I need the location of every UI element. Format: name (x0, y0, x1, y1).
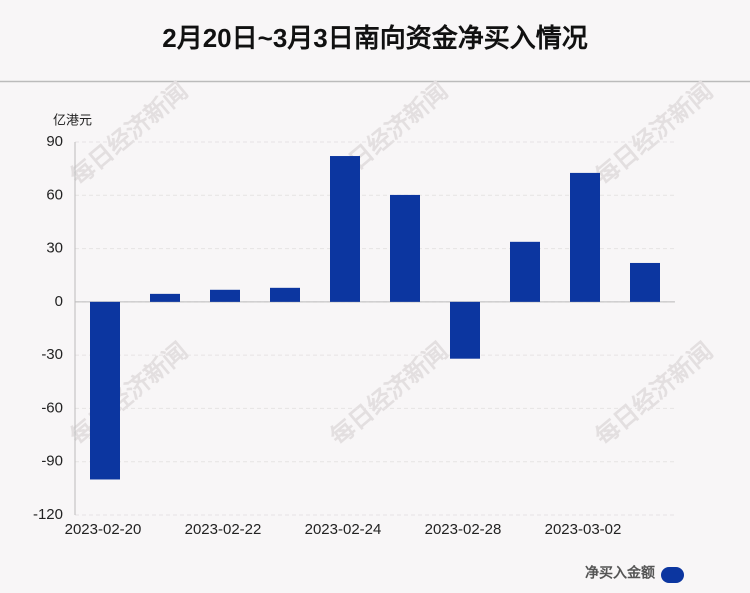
watermark: 每日经济新闻 (589, 76, 718, 191)
y-tick-label: 30 (46, 240, 63, 257)
watermark: 每日经济新闻 (64, 336, 193, 451)
bar (450, 301, 480, 359)
x-tick-label: 2023-02-24 (305, 521, 382, 538)
watermark: 每日经济新闻 (324, 336, 453, 451)
x-tick-label: 2023-02-20 (65, 521, 142, 538)
bar (510, 241, 540, 302)
y-tick-label: 60 (46, 186, 63, 203)
y-unit: 亿港元 (53, 112, 92, 127)
watermark: 每日经济新闻 (589, 336, 718, 451)
watermark: 每日经济新闻 (64, 76, 193, 191)
y-tick-label: 0 (55, 293, 63, 310)
bar (90, 301, 120, 480)
y-tick-label: -120 (33, 506, 63, 523)
bar (570, 172, 600, 302)
y-tick-label: 90 (46, 133, 63, 150)
bar (330, 156, 360, 302)
bar (210, 289, 240, 302)
x-tick-label: 2023-02-22 (185, 521, 262, 538)
y-tick-label: -90 (41, 453, 63, 470)
chart-title: 2月20日~3月3日南向资金净买入情况 (162, 23, 587, 53)
bar (150, 293, 180, 302)
legend-swatch (661, 567, 684, 583)
bar (270, 287, 300, 302)
legend-label: 净买入金额 (585, 565, 655, 581)
y-tick-label: -60 (41, 399, 63, 416)
bar (390, 194, 420, 302)
x-tick-label: 2023-02-28 (425, 521, 502, 538)
y-tick-label: -30 (41, 346, 63, 363)
x-tick-label: 2023-03-02 (545, 521, 622, 538)
bar (630, 262, 660, 302)
